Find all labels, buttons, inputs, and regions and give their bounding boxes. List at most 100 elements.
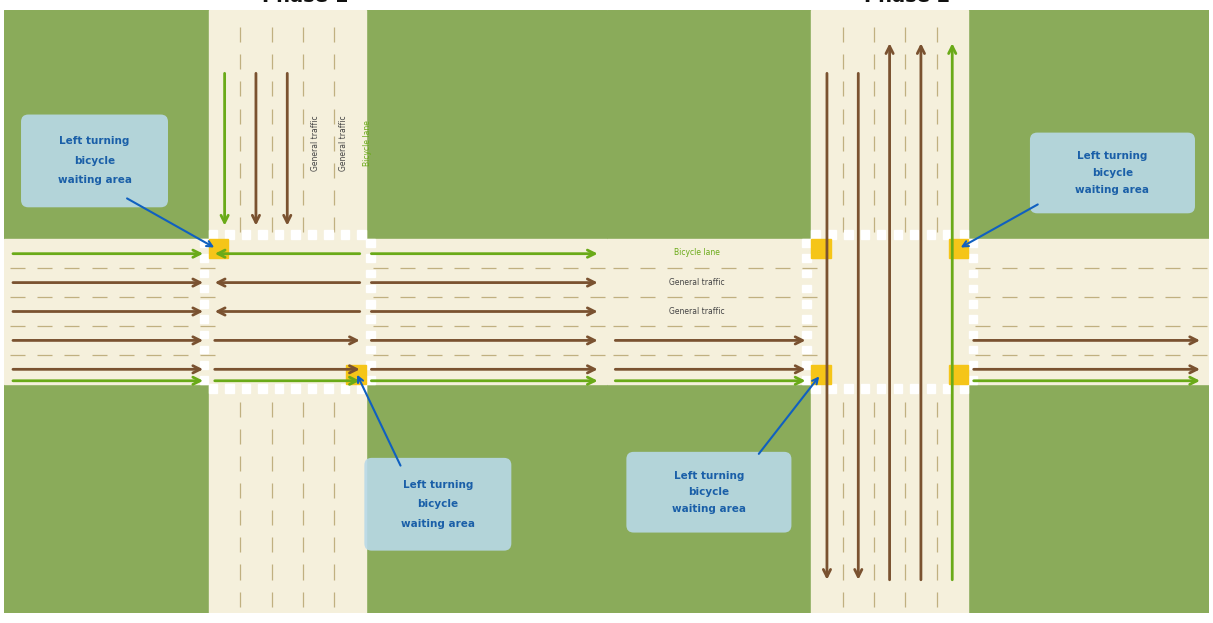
Bar (827, 384, 836, 393)
Bar (366, 361, 375, 369)
Bar (968, 270, 976, 277)
FancyBboxPatch shape (626, 452, 791, 533)
Bar (209, 239, 228, 259)
Bar (291, 384, 300, 393)
Bar (365, 384, 606, 612)
Bar (258, 384, 267, 393)
Bar (910, 230, 918, 239)
Bar (200, 346, 209, 353)
Bar (811, 230, 820, 239)
Bar (200, 239, 209, 247)
Text: Bicycle lane: Bicycle lane (364, 120, 372, 166)
Bar (959, 230, 968, 239)
Bar (200, 254, 209, 262)
Bar (226, 230, 234, 239)
Bar (968, 361, 976, 369)
Bar (341, 230, 349, 239)
Bar (366, 315, 375, 323)
Bar (861, 230, 869, 239)
Text: bicycle: bicycle (1092, 168, 1133, 178)
Bar (877, 384, 885, 393)
Text: Left turning: Left turning (403, 480, 473, 490)
Bar (4, 239, 606, 384)
Bar (226, 384, 234, 393)
Bar (346, 364, 365, 384)
Bar (927, 384, 935, 393)
Bar (606, 239, 1209, 384)
Text: waiting area: waiting area (57, 176, 131, 186)
Bar (366, 239, 375, 247)
Bar (949, 239, 968, 259)
Bar (802, 270, 810, 277)
Bar (324, 230, 332, 239)
Bar (802, 254, 810, 262)
Bar (200, 376, 209, 384)
Bar (241, 384, 250, 393)
Text: General traffic: General traffic (670, 278, 724, 287)
Text: bicycle: bicycle (74, 156, 115, 166)
Bar (802, 331, 810, 338)
Bar (802, 285, 810, 292)
Bar (968, 239, 976, 247)
Text: General traffic: General traffic (311, 115, 320, 171)
Bar (968, 285, 976, 292)
Bar (959, 384, 968, 393)
Bar (844, 230, 853, 239)
Bar (366, 254, 375, 262)
Text: waiting area: waiting area (672, 504, 746, 514)
Bar (894, 230, 902, 239)
Text: waiting area: waiting area (400, 519, 474, 529)
Bar (4, 11, 209, 239)
Bar (802, 346, 810, 353)
Bar (944, 384, 951, 393)
Bar (949, 364, 968, 384)
Text: bicycle: bicycle (688, 487, 729, 497)
Bar (811, 11, 968, 612)
Bar (606, 11, 811, 239)
Bar (366, 346, 375, 353)
Text: bicycle: bicycle (417, 499, 459, 509)
Bar (910, 384, 918, 393)
FancyBboxPatch shape (364, 458, 512, 551)
Bar (358, 384, 365, 393)
Bar (802, 239, 810, 247)
Bar (200, 270, 209, 277)
Bar (200, 300, 209, 308)
Bar (811, 364, 831, 384)
Bar (4, 384, 209, 612)
Bar (200, 361, 209, 369)
Bar (802, 361, 810, 369)
Bar (209, 230, 217, 239)
Bar (241, 230, 250, 239)
Bar (968, 384, 1209, 612)
Bar (968, 254, 976, 262)
Bar (968, 331, 976, 338)
Bar (944, 230, 951, 239)
Text: Bicycle lane: Bicycle lane (674, 248, 719, 257)
Bar (811, 239, 831, 259)
Bar (366, 285, 375, 292)
Bar (209, 11, 365, 612)
Bar (802, 376, 810, 384)
Bar (200, 315, 209, 323)
Bar (927, 230, 935, 239)
Bar (844, 384, 853, 393)
Bar (968, 11, 1209, 239)
Text: General traffic: General traffic (340, 115, 348, 171)
Bar (802, 300, 810, 308)
Bar (968, 300, 976, 308)
Bar (365, 11, 606, 239)
Title: Phase 2: Phase 2 (865, 0, 951, 6)
Bar (358, 230, 365, 239)
Bar (366, 376, 375, 384)
Text: Left turning: Left turning (1077, 151, 1147, 161)
Text: General traffic: General traffic (670, 307, 724, 316)
Bar (200, 331, 209, 338)
Text: waiting area: waiting area (1076, 184, 1150, 194)
FancyBboxPatch shape (21, 115, 169, 207)
Bar (341, 384, 349, 393)
Bar (258, 230, 267, 239)
Bar (606, 384, 811, 612)
Bar (308, 384, 317, 393)
Bar (308, 230, 317, 239)
